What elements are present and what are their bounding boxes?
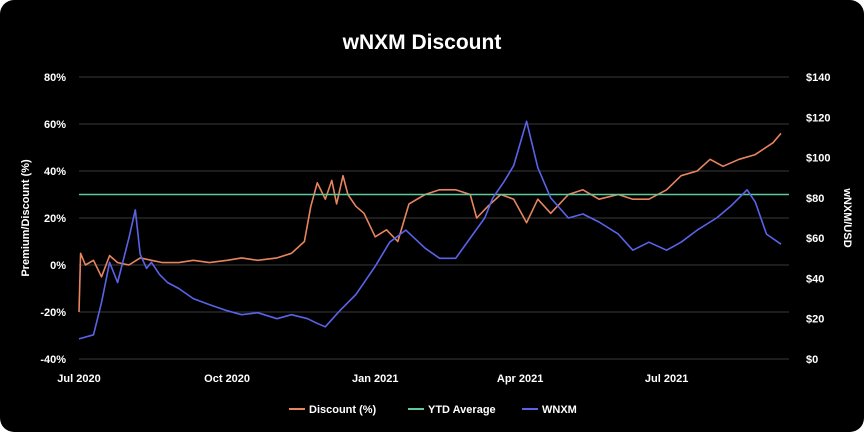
left-tick-label: -40% <box>40 354 66 366</box>
gridlines <box>79 76 789 360</box>
legend-label: Discount (%) <box>309 404 377 416</box>
legend-label: YTD Average <box>428 404 496 416</box>
right-tick-label: $40 <box>806 273 824 285</box>
legend: Discount (%) YTD Average WNXM <box>289 404 577 416</box>
right-tick-label: $0 <box>806 354 818 366</box>
right-tick-label: $60 <box>806 233 824 245</box>
left-tick-label: 40% <box>44 166 66 178</box>
right-tick-label: $100 <box>806 153 830 165</box>
x-axis-ticks: Jul 2020 Oct 2020 Jan 2021 Apr 2021 Jul 2021 <box>57 373 688 385</box>
discount-series-line <box>78 132 782 313</box>
right-tick-label: $120 <box>806 112 830 124</box>
x-tick-label: Jan 2021 <box>352 373 398 385</box>
x-tick-label: Apr 2021 <box>497 373 543 385</box>
x-tick-label: Jul 2021 <box>645 373 688 385</box>
left-tick-label: 0% <box>50 260 66 272</box>
right-tick-label: $20 <box>806 314 824 326</box>
left-tick-label: 60% <box>44 119 66 131</box>
left-tick-label: 20% <box>44 213 66 225</box>
x-tick-label: Jul 2020 <box>57 373 100 385</box>
left-tick-label: 80% <box>44 72 66 84</box>
left-axis-ticks: -40% -20% 0% 20% 40% 60% 80% <box>40 72 66 366</box>
wnxm-series-line <box>78 120 782 340</box>
chart-title: wNXM Discount <box>342 31 502 54</box>
right-axis-label: wNXM/USD <box>841 187 853 247</box>
left-axis-label: Premium/Discount (%) <box>20 159 32 277</box>
legend-label: WNXM <box>542 404 577 416</box>
left-tick-label: -20% <box>40 307 66 319</box>
series-layer <box>78 120 789 340</box>
right-tick-label: $140 <box>806 72 830 84</box>
x-tick-label: Oct 2020 <box>204 373 250 385</box>
right-tick-label: $80 <box>806 193 824 205</box>
right-axis-ticks: $0 $20 $40 $60 $80 $100 $120 $140 <box>806 72 830 366</box>
